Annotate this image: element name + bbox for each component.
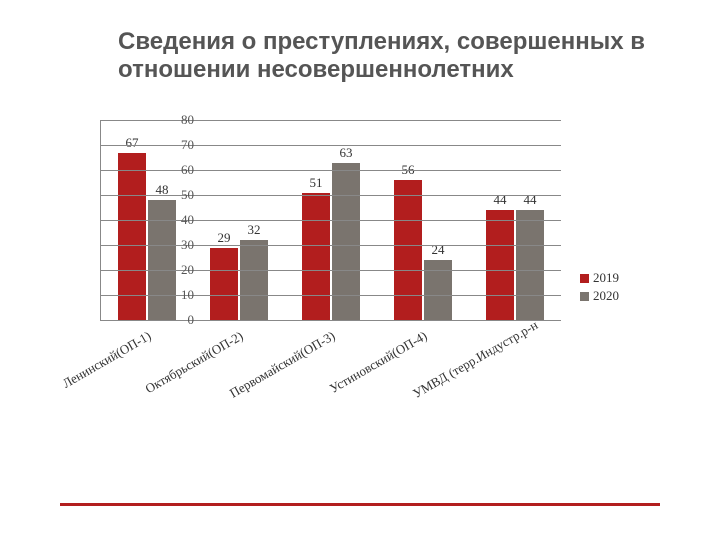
bar: 24 (424, 260, 452, 320)
bar: 32 (240, 240, 268, 320)
bar: 56 (394, 180, 422, 320)
slide-title: Сведения о преступлениях, совершенных в … (118, 28, 678, 83)
y-tick-label: 10 (164, 287, 194, 303)
bar-value-label: 67 (126, 135, 139, 153)
legend-swatch (580, 292, 589, 301)
bar: 51 (302, 193, 330, 321)
bar-value-label: 51 (310, 175, 323, 193)
y-tick-label: 40 (164, 212, 194, 228)
y-tick-label: 70 (164, 137, 194, 153)
y-tick-label: 0 (164, 312, 194, 328)
bar-value-label: 32 (248, 222, 261, 240)
bottom-divider (60, 503, 660, 506)
legend-label: 2020 (593, 288, 619, 304)
bar-chart: 67482932516356244444 20192020 0102030405… (60, 120, 660, 480)
y-tick-label: 20 (164, 262, 194, 278)
y-tick-label: 60 (164, 162, 194, 178)
legend-label: 2019 (593, 270, 619, 286)
bar: 29 (210, 248, 238, 321)
bar: 44 (516, 210, 544, 320)
slide: Сведения о преступлениях, совершенных в … (0, 0, 720, 540)
y-tick-label: 50 (164, 187, 194, 203)
y-tick-label: 30 (164, 237, 194, 253)
legend-swatch (580, 274, 589, 283)
bar: 44 (486, 210, 514, 320)
y-tick-label: 80 (164, 112, 194, 128)
bar-value-label: 56 (402, 162, 415, 180)
legend: 2019 2020 (580, 270, 619, 306)
bar-value-label: 63 (340, 145, 353, 163)
legend-item: 2019 (580, 270, 619, 286)
bar: 63 (332, 163, 360, 321)
legend-item: 2020 (580, 288, 619, 304)
